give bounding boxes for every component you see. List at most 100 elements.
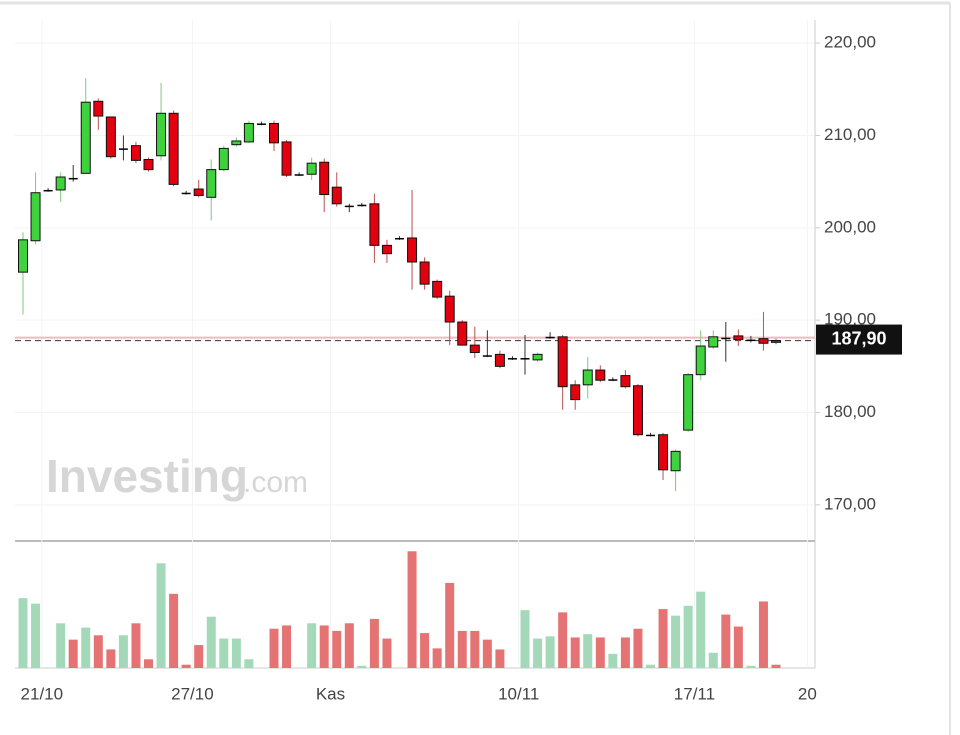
candle-body xyxy=(156,112,167,157)
candle-body xyxy=(118,148,128,150)
volume-bar xyxy=(68,639,78,668)
volume-bar xyxy=(269,628,279,668)
volume-bar xyxy=(595,637,605,668)
volume-bar xyxy=(31,603,41,668)
watermark: Investing xyxy=(46,450,248,502)
volume-bar xyxy=(382,638,392,668)
candle-body xyxy=(758,338,769,344)
candle-body xyxy=(746,339,756,342)
volume-bar xyxy=(81,627,91,668)
candle-body xyxy=(269,122,279,144)
candle-body xyxy=(43,189,53,192)
y-tick-label: 200,00 xyxy=(824,217,876,236)
x-tick-label: 27/10 xyxy=(171,684,214,703)
candle-body xyxy=(30,192,41,242)
volume-bar xyxy=(696,591,706,668)
volume-bar xyxy=(771,664,781,668)
candle-body xyxy=(683,374,694,431)
volume-bar xyxy=(482,639,492,668)
candle-body xyxy=(93,100,104,117)
volume-bar xyxy=(533,638,543,668)
x-tick-label: Kas xyxy=(316,684,345,703)
candle-body xyxy=(507,358,517,360)
candle-body xyxy=(306,162,317,175)
candle-body xyxy=(570,384,581,401)
volume-bar xyxy=(671,615,681,668)
volume-bar xyxy=(181,664,191,668)
volume-bar xyxy=(545,636,555,668)
volume-bar xyxy=(746,665,756,668)
candle-body xyxy=(105,116,116,158)
volume-bar xyxy=(244,659,254,668)
candle-body xyxy=(256,123,266,125)
volume-bar xyxy=(194,645,204,668)
candle-body xyxy=(231,140,242,146)
candle-body xyxy=(407,237,418,263)
volume-bar xyxy=(432,648,442,668)
volume-bar xyxy=(407,551,417,668)
candle-body xyxy=(80,101,91,174)
candle-body xyxy=(143,158,154,171)
candle-body xyxy=(444,295,455,323)
last-price-box xyxy=(816,324,902,355)
candle-body xyxy=(331,186,342,205)
volume-bar xyxy=(156,563,166,668)
candle-body xyxy=(419,261,430,285)
candle-body xyxy=(18,239,28,273)
candle-body xyxy=(632,385,643,436)
candle-body xyxy=(582,369,593,386)
volume-bar xyxy=(733,626,743,668)
volume-bar xyxy=(495,649,505,668)
candle-body xyxy=(733,335,744,341)
volume-bar xyxy=(721,614,731,668)
candle-body xyxy=(557,336,568,388)
candle-body xyxy=(482,355,492,357)
candle-body xyxy=(469,344,480,354)
candle-body xyxy=(55,176,66,191)
volume-bar xyxy=(56,623,66,668)
candle-body xyxy=(608,379,618,381)
candle-body xyxy=(130,145,141,161)
volume-bar xyxy=(357,665,367,668)
y-tick-label: 210,00 xyxy=(824,125,876,144)
candle-body xyxy=(695,345,706,376)
y-tick-label: 190,00 xyxy=(824,310,876,329)
x-tick-label: 20 xyxy=(798,684,817,703)
candle-body xyxy=(243,122,254,143)
volume-bar xyxy=(118,635,128,668)
candle-body xyxy=(181,192,191,195)
watermark: .com xyxy=(243,466,308,499)
volume-bar xyxy=(646,664,655,668)
x-tick-label: 10/11 xyxy=(498,684,539,703)
candle-body xyxy=(595,369,606,381)
candle-body xyxy=(708,336,719,348)
volume-bar xyxy=(520,610,530,668)
candle-body xyxy=(620,375,631,388)
y-tick-label: 220,00 xyxy=(824,33,876,52)
y-tick-label: 180,00 xyxy=(824,402,876,421)
volume-bar xyxy=(457,630,467,668)
volume-bar xyxy=(570,637,580,668)
candle-body xyxy=(646,434,655,437)
volume-bar xyxy=(620,637,630,668)
volume-bar xyxy=(131,623,141,668)
volume-bar xyxy=(18,598,28,668)
volume-bar xyxy=(708,652,718,668)
candle-body xyxy=(721,337,731,340)
volume-bar xyxy=(758,601,768,668)
candle-body xyxy=(357,204,367,207)
volume-bar xyxy=(344,623,354,668)
volume-bar xyxy=(169,593,179,668)
volume-bar xyxy=(445,582,455,668)
x-tick-label: 21/10 xyxy=(21,684,64,703)
candle-body xyxy=(319,161,330,196)
candle-body xyxy=(545,336,555,339)
volume-bar xyxy=(231,638,241,668)
candle-body xyxy=(381,244,392,255)
volume-bar xyxy=(683,605,693,668)
candle-body xyxy=(369,203,380,246)
candle-body xyxy=(294,174,304,176)
candle-body xyxy=(395,237,404,240)
